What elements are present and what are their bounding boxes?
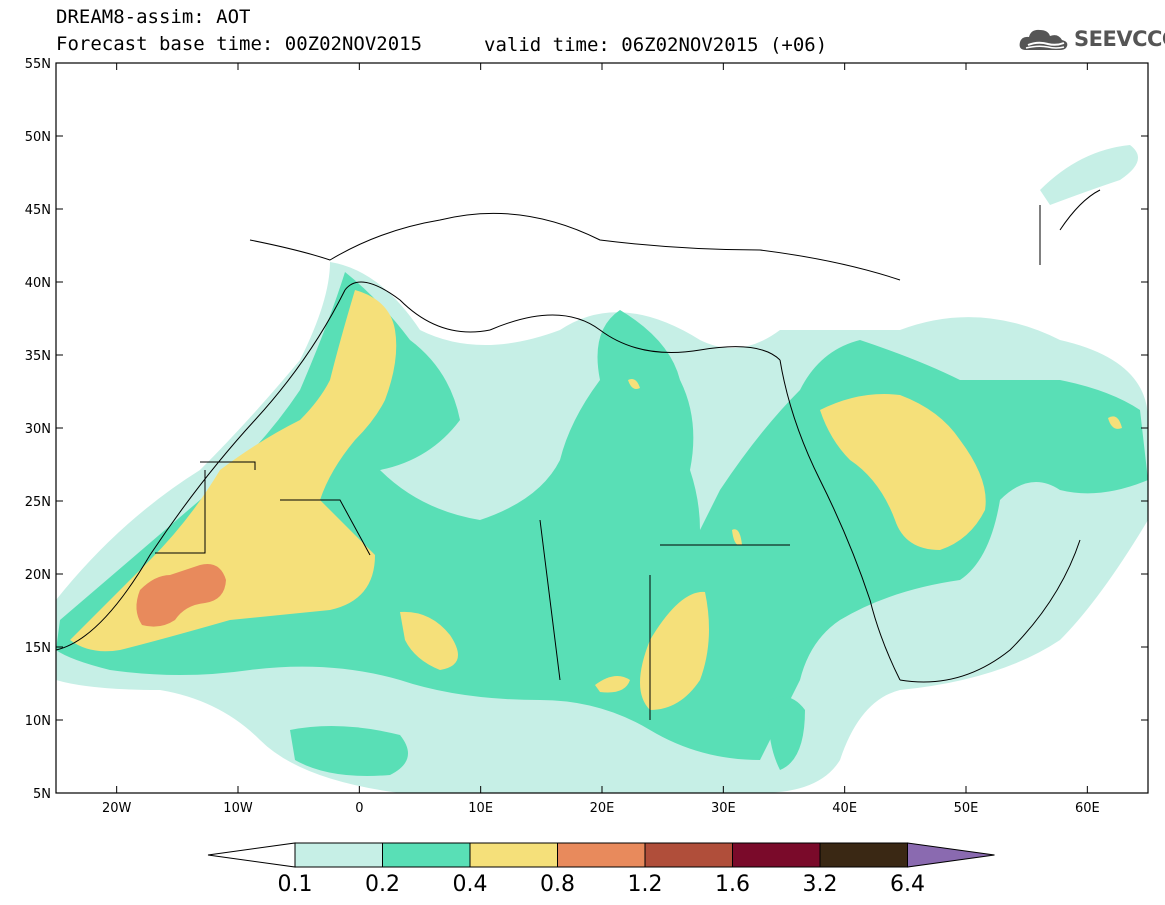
lat-tick-label: 30N xyxy=(25,422,51,437)
cloud-icon xyxy=(1019,29,1068,50)
colorbar-label: 0.8 xyxy=(540,872,575,897)
coastlines xyxy=(56,189,1101,720)
lat-tick-label: 50N xyxy=(25,130,51,145)
colorbar: 0.1 0.2 0.4 0.8 1.2 1.6 3.2 6.4 xyxy=(207,842,995,897)
colorbar-swatch xyxy=(732,842,821,868)
lat-tick-label: 20N xyxy=(25,568,51,583)
colorbar-swatch xyxy=(644,842,733,868)
colorbar-label: 0.1 xyxy=(278,872,313,897)
lat-tick-label: 25N xyxy=(25,495,51,510)
aot-band-0.4-small-3 xyxy=(732,529,742,546)
aot-band-0.2-red-sea xyxy=(768,696,805,770)
lon-tick-label: 20W xyxy=(102,801,132,816)
colorbar-swatch xyxy=(819,842,908,868)
latitude-axis: 55N 50N 45N 40N 35N 30N 25N 20N 15N 10N 5N xyxy=(25,57,1148,802)
lat-tick-label: 15N xyxy=(25,641,51,656)
lon-tick-label: 40E xyxy=(832,801,857,816)
colorbar-label: 1.2 xyxy=(628,872,663,897)
logo-text: SEEVCCC xyxy=(1074,27,1165,51)
aot-band-0.4-iraq xyxy=(820,394,986,550)
aot-band-0.4-west xyxy=(70,290,397,652)
lat-tick-label: 45N xyxy=(25,203,51,218)
aot-band-0.4-chad xyxy=(640,591,709,710)
lat-tick-label: 35N xyxy=(25,349,51,364)
lon-tick-label: 10E xyxy=(468,801,493,816)
colorbar-over-triangle xyxy=(907,842,995,868)
colorbar-under-triangle xyxy=(207,842,296,868)
lat-tick-label: 55N xyxy=(25,57,51,72)
colorbar-swatch xyxy=(294,842,383,868)
aot-band-0.8 xyxy=(136,564,226,627)
aot-band-0.4-small-1 xyxy=(595,676,630,693)
lat-tick-label: 40N xyxy=(25,276,51,291)
seevccc-logo: SEEVCCC xyxy=(1018,26,1165,52)
aot-contours xyxy=(56,145,1148,793)
lon-tick-label: 30E xyxy=(711,801,736,816)
aot-band-0.1-caspian xyxy=(1040,145,1138,205)
aot-band-0.4-niger xyxy=(400,611,458,670)
lon-tick-label: 20E xyxy=(590,801,615,816)
lat-tick-label: 10N xyxy=(25,714,51,729)
valid-time: valid time: 06Z02NOV2015 (+06) xyxy=(484,34,828,56)
colorbar-label: 0.2 xyxy=(365,872,400,897)
colorbar-label: 0.4 xyxy=(453,872,488,897)
colorbar-swatch xyxy=(557,842,646,868)
longitude-axis: 20W 10W 0 10E 20E 30E 40E 50E 60E xyxy=(102,63,1100,816)
lon-tick-label: 60E xyxy=(1075,801,1100,816)
forecast-base-time: Forecast base time: 00Z02NOV2015 xyxy=(56,33,423,55)
lon-tick-label: 50E xyxy=(954,801,979,816)
lon-tick-label: 0 xyxy=(355,801,363,816)
aot-band-0.2-west-africa xyxy=(290,726,408,776)
colorbar-swatch xyxy=(469,842,558,868)
lon-tick-label: 10W xyxy=(223,801,253,816)
aot-band-0.4-small-4 xyxy=(1108,416,1122,429)
colorbar-swatch xyxy=(382,842,471,868)
lat-tick-label: 5N xyxy=(33,787,51,802)
colorbar-label: 3.2 xyxy=(803,872,838,897)
map-title: DREAM8-assim: AOT xyxy=(56,6,251,28)
aot-band-0.4-small-2 xyxy=(628,379,640,389)
colorbar-label: 6.4 xyxy=(890,872,925,897)
colorbar-label: 1.6 xyxy=(715,872,750,897)
